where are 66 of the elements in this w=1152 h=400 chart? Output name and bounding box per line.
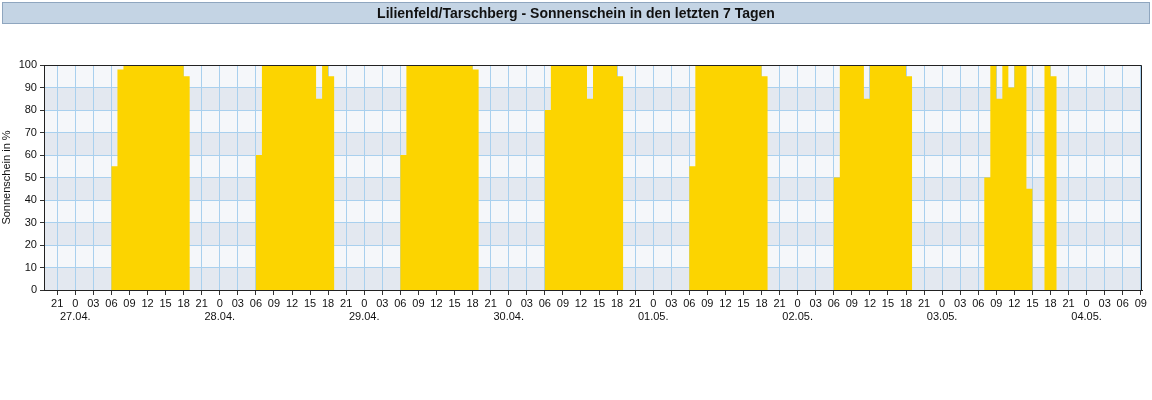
- x-tick-label: 06: [1116, 296, 1129, 309]
- x-tick-label: 15: [303, 296, 317, 309]
- x-tick-label: 03: [376, 296, 389, 309]
- x-tick-label: 15: [1026, 296, 1039, 309]
- x-tick-label: 09: [556, 296, 570, 309]
- x-tick-label: 06: [105, 296, 118, 309]
- x-tick-label: 21: [773, 296, 786, 309]
- x-tick-label: 15: [159, 296, 172, 309]
- y-tick-label: 20: [24, 238, 37, 251]
- x-tick-label: 03: [520, 296, 533, 309]
- x-tick-label: 21: [484, 296, 497, 309]
- y-tick-label: 90: [24, 80, 37, 93]
- x-tick-label: 12: [285, 296, 299, 309]
- x-tick-label: 15: [737, 296, 750, 309]
- x-tick-label: 09: [990, 296, 1003, 309]
- y-tick-label: 0: [30, 283, 37, 296]
- x-tick-label: 03: [87, 296, 100, 309]
- x-tick-label: 03: [1098, 296, 1111, 309]
- y-tick-label: 100: [18, 58, 37, 71]
- x-tick-label: 06: [683, 296, 696, 309]
- x-tick-label: 09: [267, 296, 281, 309]
- x-tick-label: 12: [141, 296, 154, 309]
- x-tick-label: 09: [845, 296, 858, 309]
- x-tick-label: 12: [1008, 296, 1021, 309]
- x-tick-label: 21: [195, 296, 208, 309]
- x-tick-label: 21: [340, 296, 353, 309]
- x-tick-label: 12: [430, 296, 443, 309]
- x-tick-label: 21: [1062, 296, 1075, 309]
- x-tick-label: 18: [899, 296, 913, 309]
- x-tick-label: 06: [827, 296, 840, 309]
- x-tick-label: 12: [574, 296, 588, 309]
- x-tick-label: 06: [249, 296, 263, 309]
- y-tick-label: 60: [24, 148, 37, 161]
- y-tick-label: 30: [24, 215, 37, 228]
- x-tick-label: 15: [448, 296, 461, 309]
- x-tick-label: 09: [123, 296, 136, 309]
- x-tick-label: 18: [322, 296, 335, 309]
- x-tick-label: 21: [51, 296, 64, 309]
- x-tick-label: 12: [863, 296, 877, 309]
- x-tick-label: 06: [538, 296, 551, 309]
- x-tick-label: 15: [881, 296, 895, 309]
- x-tick-label: 18: [1044, 296, 1057, 309]
- y-tick-label: 80: [24, 103, 37, 116]
- x-tick-label: 18: [610, 296, 624, 309]
- x-tick-label: 09: [701, 296, 714, 309]
- x-tick-label: 21: [917, 296, 931, 309]
- x-tick-label: 18: [466, 296, 479, 309]
- y-tick-label: 10: [24, 260, 37, 273]
- x-tick-label: 03: [231, 296, 244, 309]
- y-axis-title: Sonnenschein in %: [0, 130, 12, 225]
- y-tick-label: 40: [24, 193, 37, 206]
- x-tick-label: 03: [665, 296, 678, 309]
- x-tick-label: 06: [394, 296, 407, 309]
- x-tick-label: 06: [972, 296, 985, 309]
- x-tick-label: 15: [592, 296, 606, 309]
- x-tick-label: 09: [1134, 296, 1147, 309]
- x-tick-label: 03: [954, 296, 967, 309]
- x-tick-label: 09: [412, 296, 425, 309]
- x-tick-label: 12: [719, 296, 732, 309]
- y-tick-label: 70: [24, 125, 37, 138]
- y-tick-label: 50: [24, 170, 37, 183]
- x-tick-label: 21: [629, 296, 642, 309]
- x-tick-label: 18: [177, 296, 190, 309]
- chart-title: Lilienfeld/Tarschberg - Sonnenschein in den letzten 7 Tagen: [2, 2, 1150, 24]
- x-tick-label: 03: [809, 296, 822, 309]
- x-tick-label: 18: [755, 296, 768, 309]
